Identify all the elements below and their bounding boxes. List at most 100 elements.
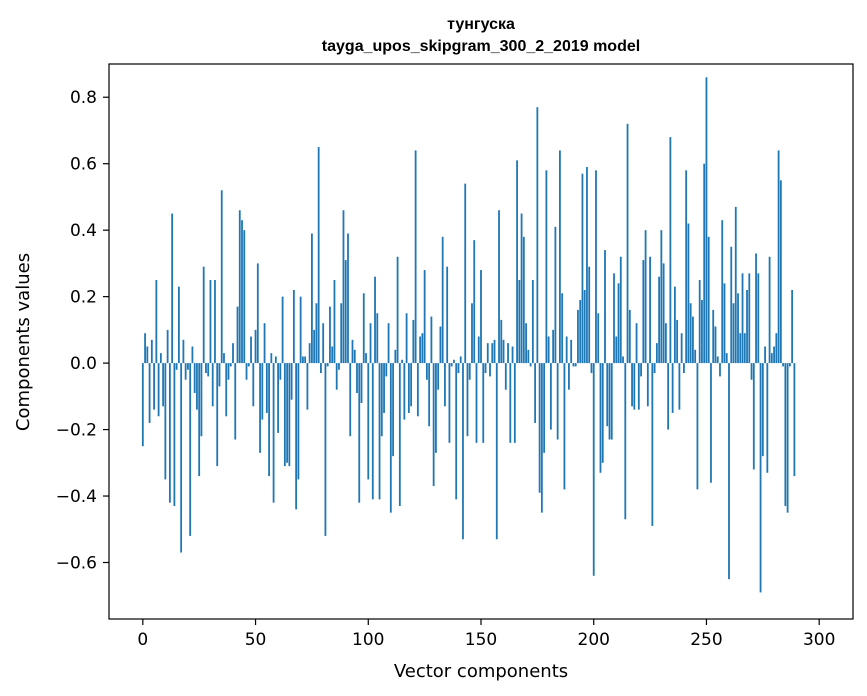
bar xyxy=(403,363,406,420)
bar xyxy=(619,256,622,364)
bar xyxy=(743,333,746,364)
bar xyxy=(340,303,343,364)
bar xyxy=(335,363,338,390)
bar xyxy=(371,363,374,500)
bar xyxy=(570,339,573,364)
bar xyxy=(484,363,487,374)
bar xyxy=(216,363,219,467)
bar xyxy=(380,363,383,437)
bar xyxy=(173,363,176,506)
bar xyxy=(394,349,397,364)
bar xyxy=(378,363,381,500)
bar xyxy=(525,323,527,364)
bar xyxy=(748,273,751,364)
bar xyxy=(324,363,327,536)
bar xyxy=(333,280,336,364)
bar xyxy=(486,343,489,364)
bar xyxy=(288,363,291,467)
bar xyxy=(721,220,724,364)
bar xyxy=(624,363,627,520)
bar xyxy=(150,339,153,364)
bar xyxy=(513,363,516,443)
bar xyxy=(430,316,433,364)
bar xyxy=(220,190,223,364)
bar xyxy=(146,346,149,364)
y-tick-label: −0.6 xyxy=(56,554,97,574)
bar xyxy=(396,256,399,364)
bar xyxy=(306,363,309,410)
x-tick-label: 200 xyxy=(578,630,610,650)
bar xyxy=(531,280,534,364)
plot-frame xyxy=(108,63,854,620)
bar xyxy=(187,363,189,370)
bar xyxy=(489,363,491,377)
bar xyxy=(214,280,216,364)
bar xyxy=(419,336,422,364)
bar xyxy=(365,353,367,364)
bar xyxy=(360,363,363,403)
bar xyxy=(635,323,638,364)
bar xyxy=(561,293,564,364)
bar xyxy=(277,363,279,433)
bar xyxy=(764,346,766,364)
bar xyxy=(270,353,273,364)
bar xyxy=(290,363,293,400)
bar xyxy=(274,356,277,364)
x-axis-ticks: 0 50 100 150 200 250 300 xyxy=(137,619,835,650)
bar xyxy=(687,223,690,364)
bar xyxy=(205,363,207,374)
bar xyxy=(482,363,485,443)
bar xyxy=(162,363,165,407)
bar xyxy=(599,363,602,473)
bar xyxy=(175,363,178,370)
bar xyxy=(495,363,498,540)
bar xyxy=(646,363,649,407)
bar xyxy=(493,339,496,364)
bars-group xyxy=(141,77,796,593)
bar xyxy=(446,266,449,364)
bar xyxy=(421,333,424,364)
bar xyxy=(252,363,255,407)
bar xyxy=(189,363,192,536)
bar xyxy=(407,363,410,413)
chart-title: тунгуска xyxy=(447,16,515,33)
bar xyxy=(435,363,437,453)
bar xyxy=(144,333,146,364)
bar xyxy=(412,319,415,364)
bar xyxy=(349,363,352,437)
bar xyxy=(457,363,460,374)
bar xyxy=(538,363,541,493)
bar xyxy=(667,363,670,430)
bar xyxy=(423,270,426,364)
bar xyxy=(243,230,246,364)
bar xyxy=(658,276,661,364)
bar xyxy=(676,319,679,364)
bar xyxy=(586,167,588,364)
bar xyxy=(617,283,620,364)
bar xyxy=(196,363,198,410)
bar xyxy=(651,363,654,526)
bar xyxy=(471,303,473,364)
bar xyxy=(425,363,428,380)
bar xyxy=(177,286,180,364)
bar xyxy=(712,309,715,364)
bar xyxy=(241,220,243,364)
bar xyxy=(714,326,717,364)
bar xyxy=(353,349,356,364)
bar xyxy=(716,356,719,364)
bar xyxy=(520,213,523,364)
bar xyxy=(660,230,663,364)
bar xyxy=(308,343,311,364)
bar xyxy=(272,363,275,503)
bar xyxy=(725,353,728,364)
bar xyxy=(207,363,210,377)
bar xyxy=(737,293,739,364)
bar xyxy=(234,363,237,440)
bar xyxy=(631,363,633,407)
bar xyxy=(448,363,451,443)
bar xyxy=(750,363,753,380)
bar xyxy=(444,363,446,407)
bar xyxy=(791,289,794,364)
bar xyxy=(498,210,500,364)
bar xyxy=(297,363,300,480)
